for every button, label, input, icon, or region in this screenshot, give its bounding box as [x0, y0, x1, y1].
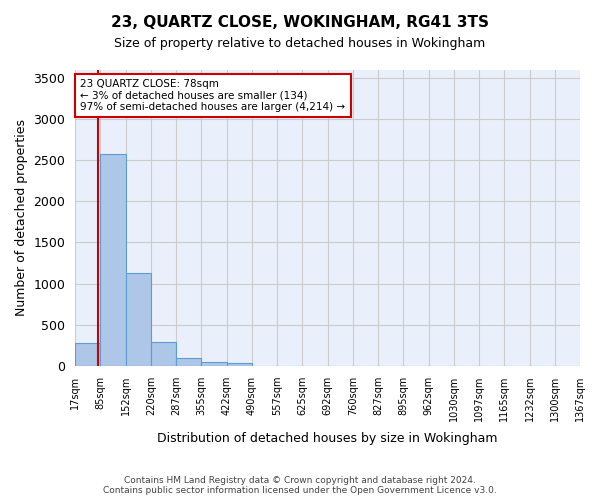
Bar	[176, 358, 202, 366]
Bar	[151, 342, 176, 365]
Text: 23 QUARTZ CLOSE: 78sqm
← 3% of detached houses are smaller (134)
97% of semi-det: 23 QUARTZ CLOSE: 78sqm ← 3% of detached …	[80, 79, 346, 112]
Bar	[75, 342, 100, 365]
Bar	[125, 273, 151, 366]
Y-axis label: Number of detached properties: Number of detached properties	[15, 120, 28, 316]
X-axis label: Distribution of detached houses by size in Wokingham: Distribution of detached houses by size …	[157, 432, 498, 445]
Text: Contains HM Land Registry data © Crown copyright and database right 2024.
Contai: Contains HM Land Registry data © Crown c…	[103, 476, 497, 495]
Bar	[227, 363, 252, 366]
Text: 23, QUARTZ CLOSE, WOKINGHAM, RG41 3TS: 23, QUARTZ CLOSE, WOKINGHAM, RG41 3TS	[111, 15, 489, 30]
Bar	[100, 154, 125, 366]
Bar	[202, 362, 227, 366]
Text: Size of property relative to detached houses in Wokingham: Size of property relative to detached ho…	[115, 38, 485, 51]
